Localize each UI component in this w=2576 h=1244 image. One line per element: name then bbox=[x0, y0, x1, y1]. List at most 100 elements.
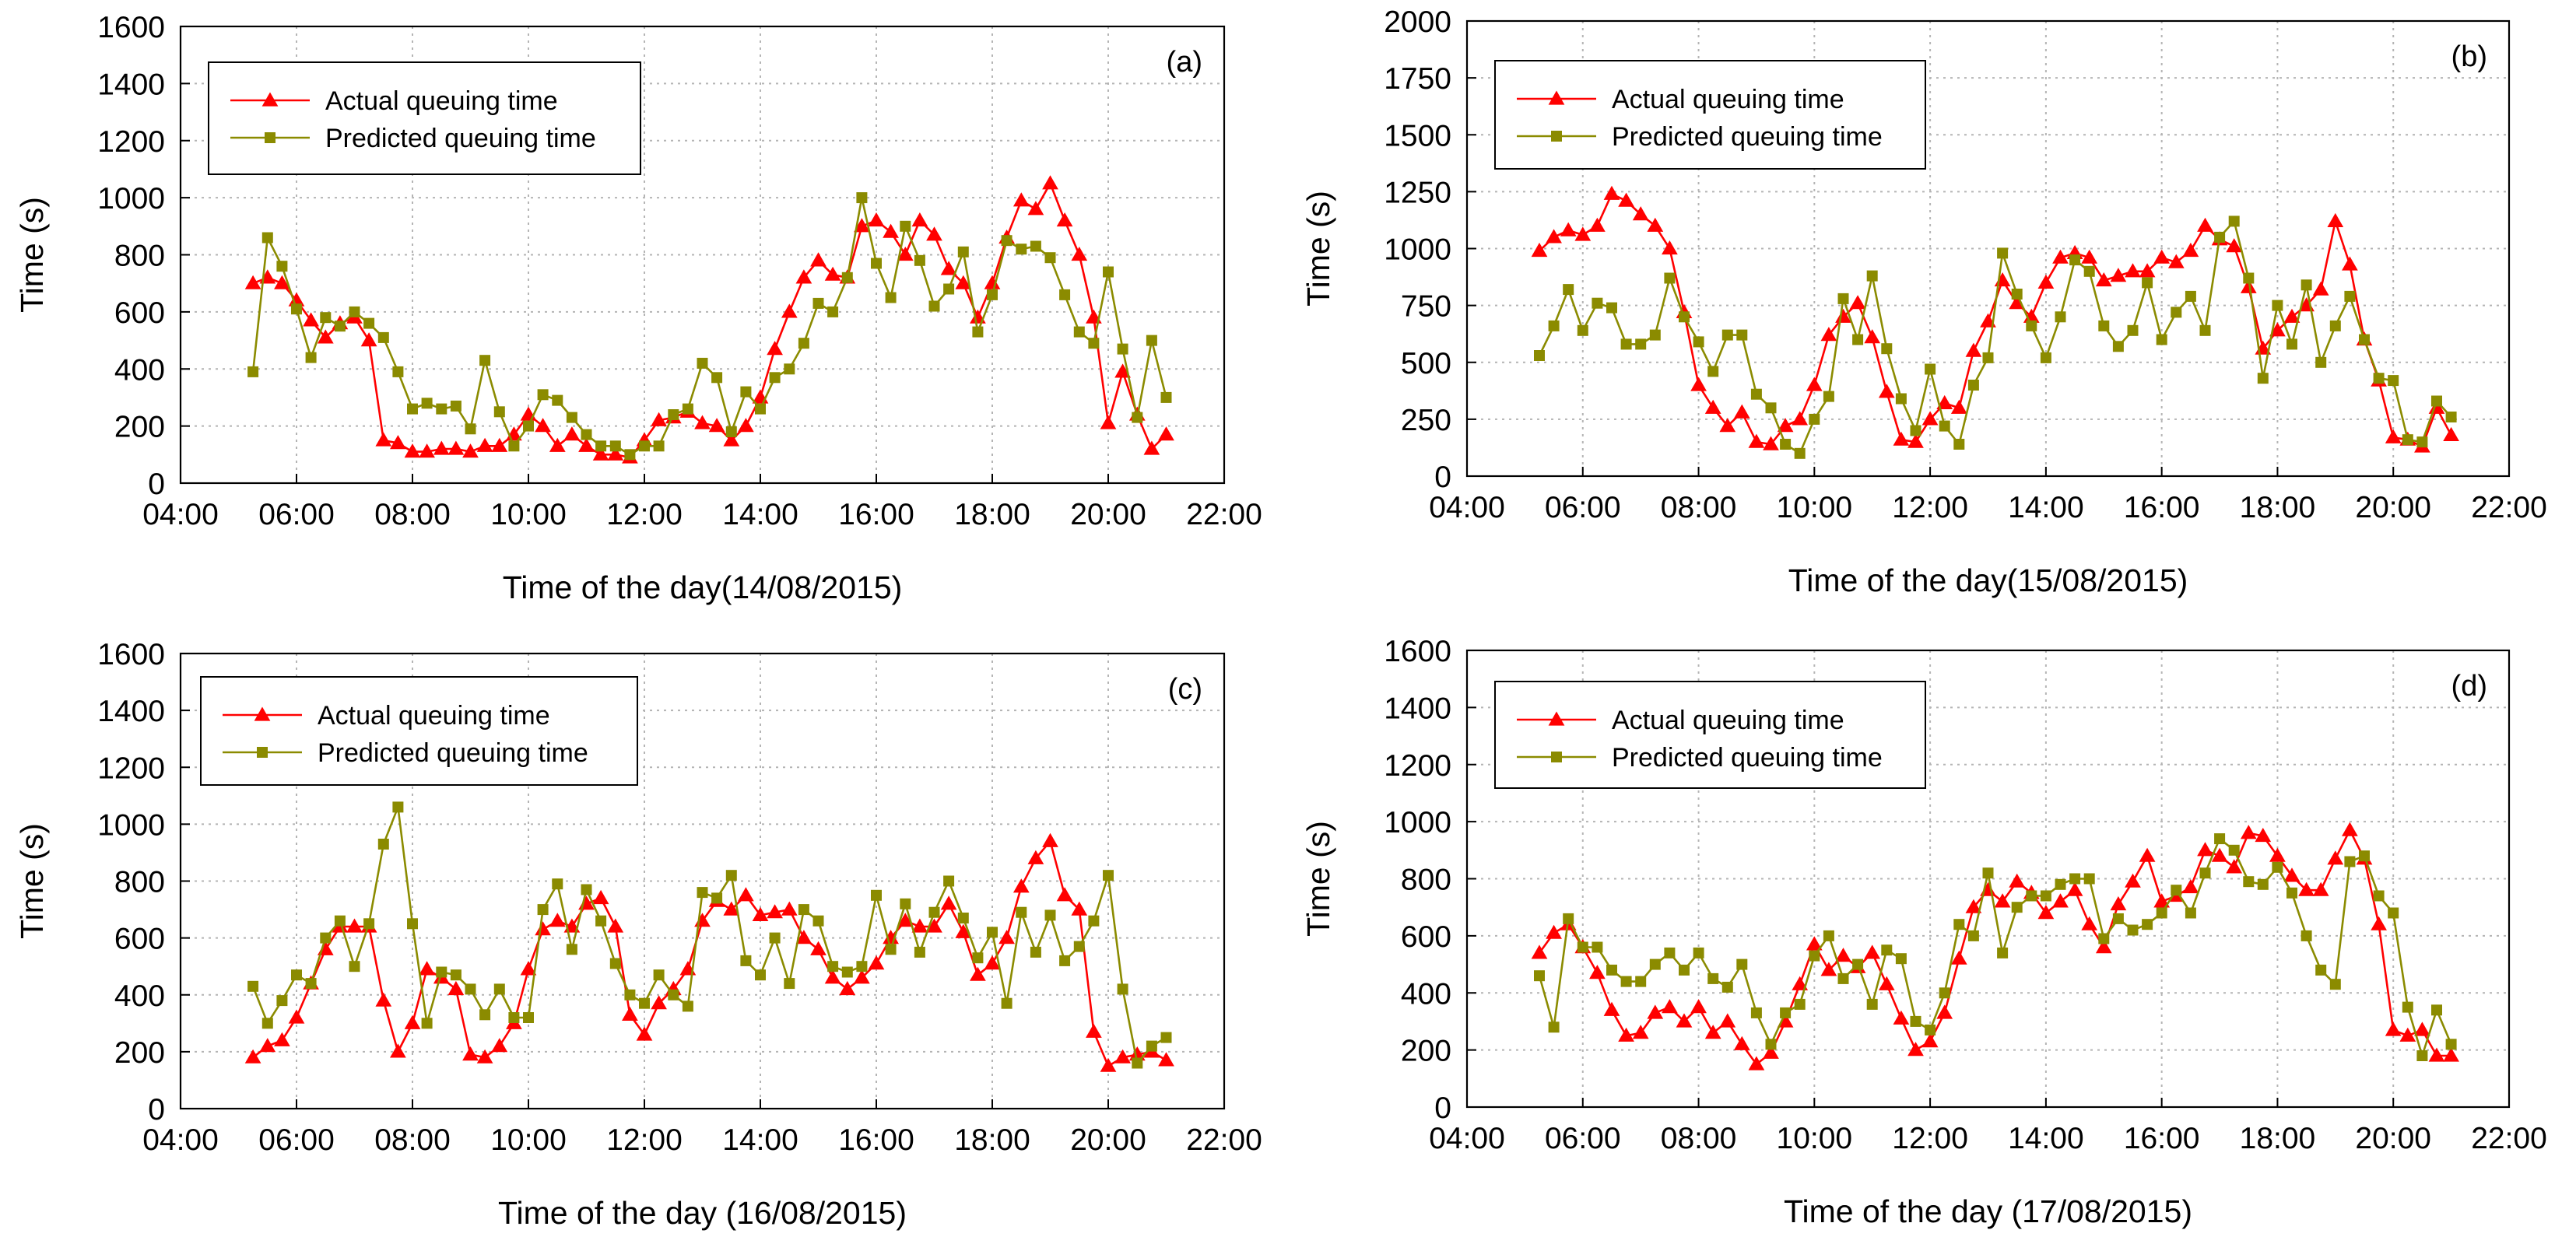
predicted-data-point bbox=[1721, 329, 1733, 341]
actual-data-point bbox=[447, 440, 465, 455]
x-tick-label: 20:00 bbox=[2355, 491, 2431, 524]
predicted-data-point bbox=[552, 878, 563, 890]
predicted-data-point bbox=[305, 978, 317, 990]
actual-data-point bbox=[2167, 254, 2185, 268]
x-tick-label: 08:00 bbox=[374, 1123, 451, 1157]
y-tick-label: 2000 bbox=[1384, 5, 1451, 39]
predicted-data-point bbox=[1736, 958, 1748, 970]
actual-data-point bbox=[1733, 404, 1750, 419]
actual-data-point bbox=[274, 1032, 290, 1046]
actual-series-line bbox=[252, 840, 1167, 1067]
predicted-data-point bbox=[2388, 375, 2399, 387]
predicted-data-point bbox=[1794, 447, 1806, 459]
actual-data-point bbox=[2139, 263, 2156, 278]
y-axis-title: Time (s) bbox=[14, 823, 50, 939]
predicted-data-point bbox=[1693, 947, 1704, 958]
actual-data-point bbox=[2197, 217, 2213, 232]
predicted-data-point bbox=[1939, 987, 1950, 999]
actual-data-point bbox=[1100, 415, 1117, 429]
actual-data-point bbox=[2125, 263, 2141, 278]
predicted-data-point bbox=[798, 904, 809, 916]
predicted-data-point bbox=[2416, 436, 2428, 448]
actual-data-point bbox=[244, 1049, 261, 1064]
actual-data-point bbox=[2081, 249, 2098, 264]
predicted-data-point bbox=[1895, 953, 1907, 965]
actual-data-point bbox=[2153, 249, 2171, 264]
actual-data-point bbox=[2283, 308, 2301, 323]
predicted-data-point bbox=[2315, 356, 2327, 368]
actual-data-point bbox=[1907, 433, 1924, 448]
actual-data-point bbox=[549, 437, 566, 452]
actual-data-point bbox=[317, 329, 334, 344]
x-axis-title: Time of the day (17/08/2015) bbox=[1784, 1193, 2192, 1229]
actual-data-point bbox=[2226, 238, 2243, 253]
actual-data-point bbox=[1748, 1056, 1765, 1071]
y-tick-label: 1750 bbox=[1384, 62, 1451, 96]
actual-data-point bbox=[491, 1038, 508, 1053]
predicted-data-point bbox=[1016, 906, 1027, 918]
predicted-data-point bbox=[1606, 964, 1617, 976]
predicted-data-point bbox=[1794, 998, 1806, 1010]
x-tick-label: 06:00 bbox=[1545, 1122, 1621, 1155]
predicted-data-point bbox=[523, 420, 534, 432]
predicted-data-point bbox=[2156, 907, 2167, 919]
x-axis: 04:00 06:00 08:00 10:00 12:00 14:00 16:00 18:00… bbox=[1429, 467, 2547, 524]
predicted-data-point bbox=[609, 958, 621, 969]
x-axis: 04:00 06:00 08:00 10:00 12:00 14:00 16:00 18:00… bbox=[142, 474, 1262, 531]
actual-data-point bbox=[2327, 850, 2344, 865]
x-tick-label: 14:00 bbox=[2008, 1122, 2084, 1155]
predicted-data-point bbox=[1823, 391, 1834, 402]
actual-data-point bbox=[2371, 916, 2387, 930]
actual-data-point bbox=[2255, 827, 2272, 843]
actual-data-point bbox=[2153, 893, 2171, 908]
predicted-data-point bbox=[2344, 290, 2356, 302]
actual-data-point bbox=[1763, 1044, 1779, 1059]
predicted-data-point bbox=[1866, 270, 1878, 282]
predicted-data-point bbox=[1721, 981, 1733, 993]
legend: Actual queuing time Predicted queuing tim… bbox=[208, 61, 641, 175]
predicted-data-point bbox=[1132, 412, 1143, 423]
actual-data-point bbox=[1589, 217, 1606, 232]
legend-entry-predicted: Predicted queuing time bbox=[223, 738, 588, 768]
actual-data-point bbox=[1792, 976, 1809, 990]
panel-label: (d) bbox=[2451, 670, 2487, 703]
predicted-data-point bbox=[320, 312, 332, 324]
actual-data-point bbox=[404, 443, 421, 458]
x-axis-title: Time of the day (16/08/2015) bbox=[498, 1195, 907, 1231]
y-tick-label: 200 bbox=[1401, 1035, 1451, 1068]
predicted-data-point bbox=[943, 283, 955, 295]
x-tick-label: 08:00 bbox=[1661, 491, 1737, 524]
actual-data-point bbox=[752, 906, 769, 921]
predicted-data-point bbox=[1592, 941, 1603, 953]
actual-data-point bbox=[970, 966, 986, 981]
x-tick-label: 20:00 bbox=[2355, 1122, 2431, 1155]
actual-data-point bbox=[2414, 1021, 2430, 1036]
actual-data-point bbox=[578, 437, 595, 452]
actual-data-point bbox=[1100, 1057, 1117, 1072]
predicted-data-point bbox=[1059, 289, 1071, 300]
actual-data-point bbox=[1936, 1004, 1953, 1019]
legend-label: Actual queuing time bbox=[1612, 85, 1844, 114]
x-tick-label: 16:00 bbox=[2124, 491, 2200, 524]
plot-frame bbox=[1465, 649, 2511, 1109]
predicted-data-point bbox=[2214, 833, 2226, 845]
actual-data-point bbox=[955, 275, 972, 289]
predicted-series bbox=[247, 801, 1172, 1069]
legend: Actual queuing time Predicted queuing tim… bbox=[1494, 681, 1926, 789]
predicted-data-point bbox=[769, 932, 781, 944]
actual-data-point bbox=[288, 1009, 305, 1024]
predicted-data-point bbox=[639, 440, 650, 452]
actual-data-point bbox=[1603, 1001, 1620, 1016]
actual-data-point bbox=[1013, 192, 1030, 207]
predicted-data-point bbox=[450, 400, 462, 412]
x-tick-label: 04:00 bbox=[142, 1123, 219, 1157]
y-tick-label: 0 bbox=[148, 1093, 165, 1127]
actual-data-point bbox=[1835, 948, 1851, 962]
predicted-data-point bbox=[711, 372, 723, 384]
actual-data-point bbox=[2240, 279, 2257, 293]
predicted-data-point bbox=[1160, 391, 1172, 403]
predicted-data-point bbox=[1103, 870, 1114, 881]
x-tick-label: 06:00 bbox=[1545, 491, 1621, 524]
x-tick-label: 18:00 bbox=[2240, 1122, 2316, 1155]
predicted-data-point bbox=[349, 306, 360, 317]
